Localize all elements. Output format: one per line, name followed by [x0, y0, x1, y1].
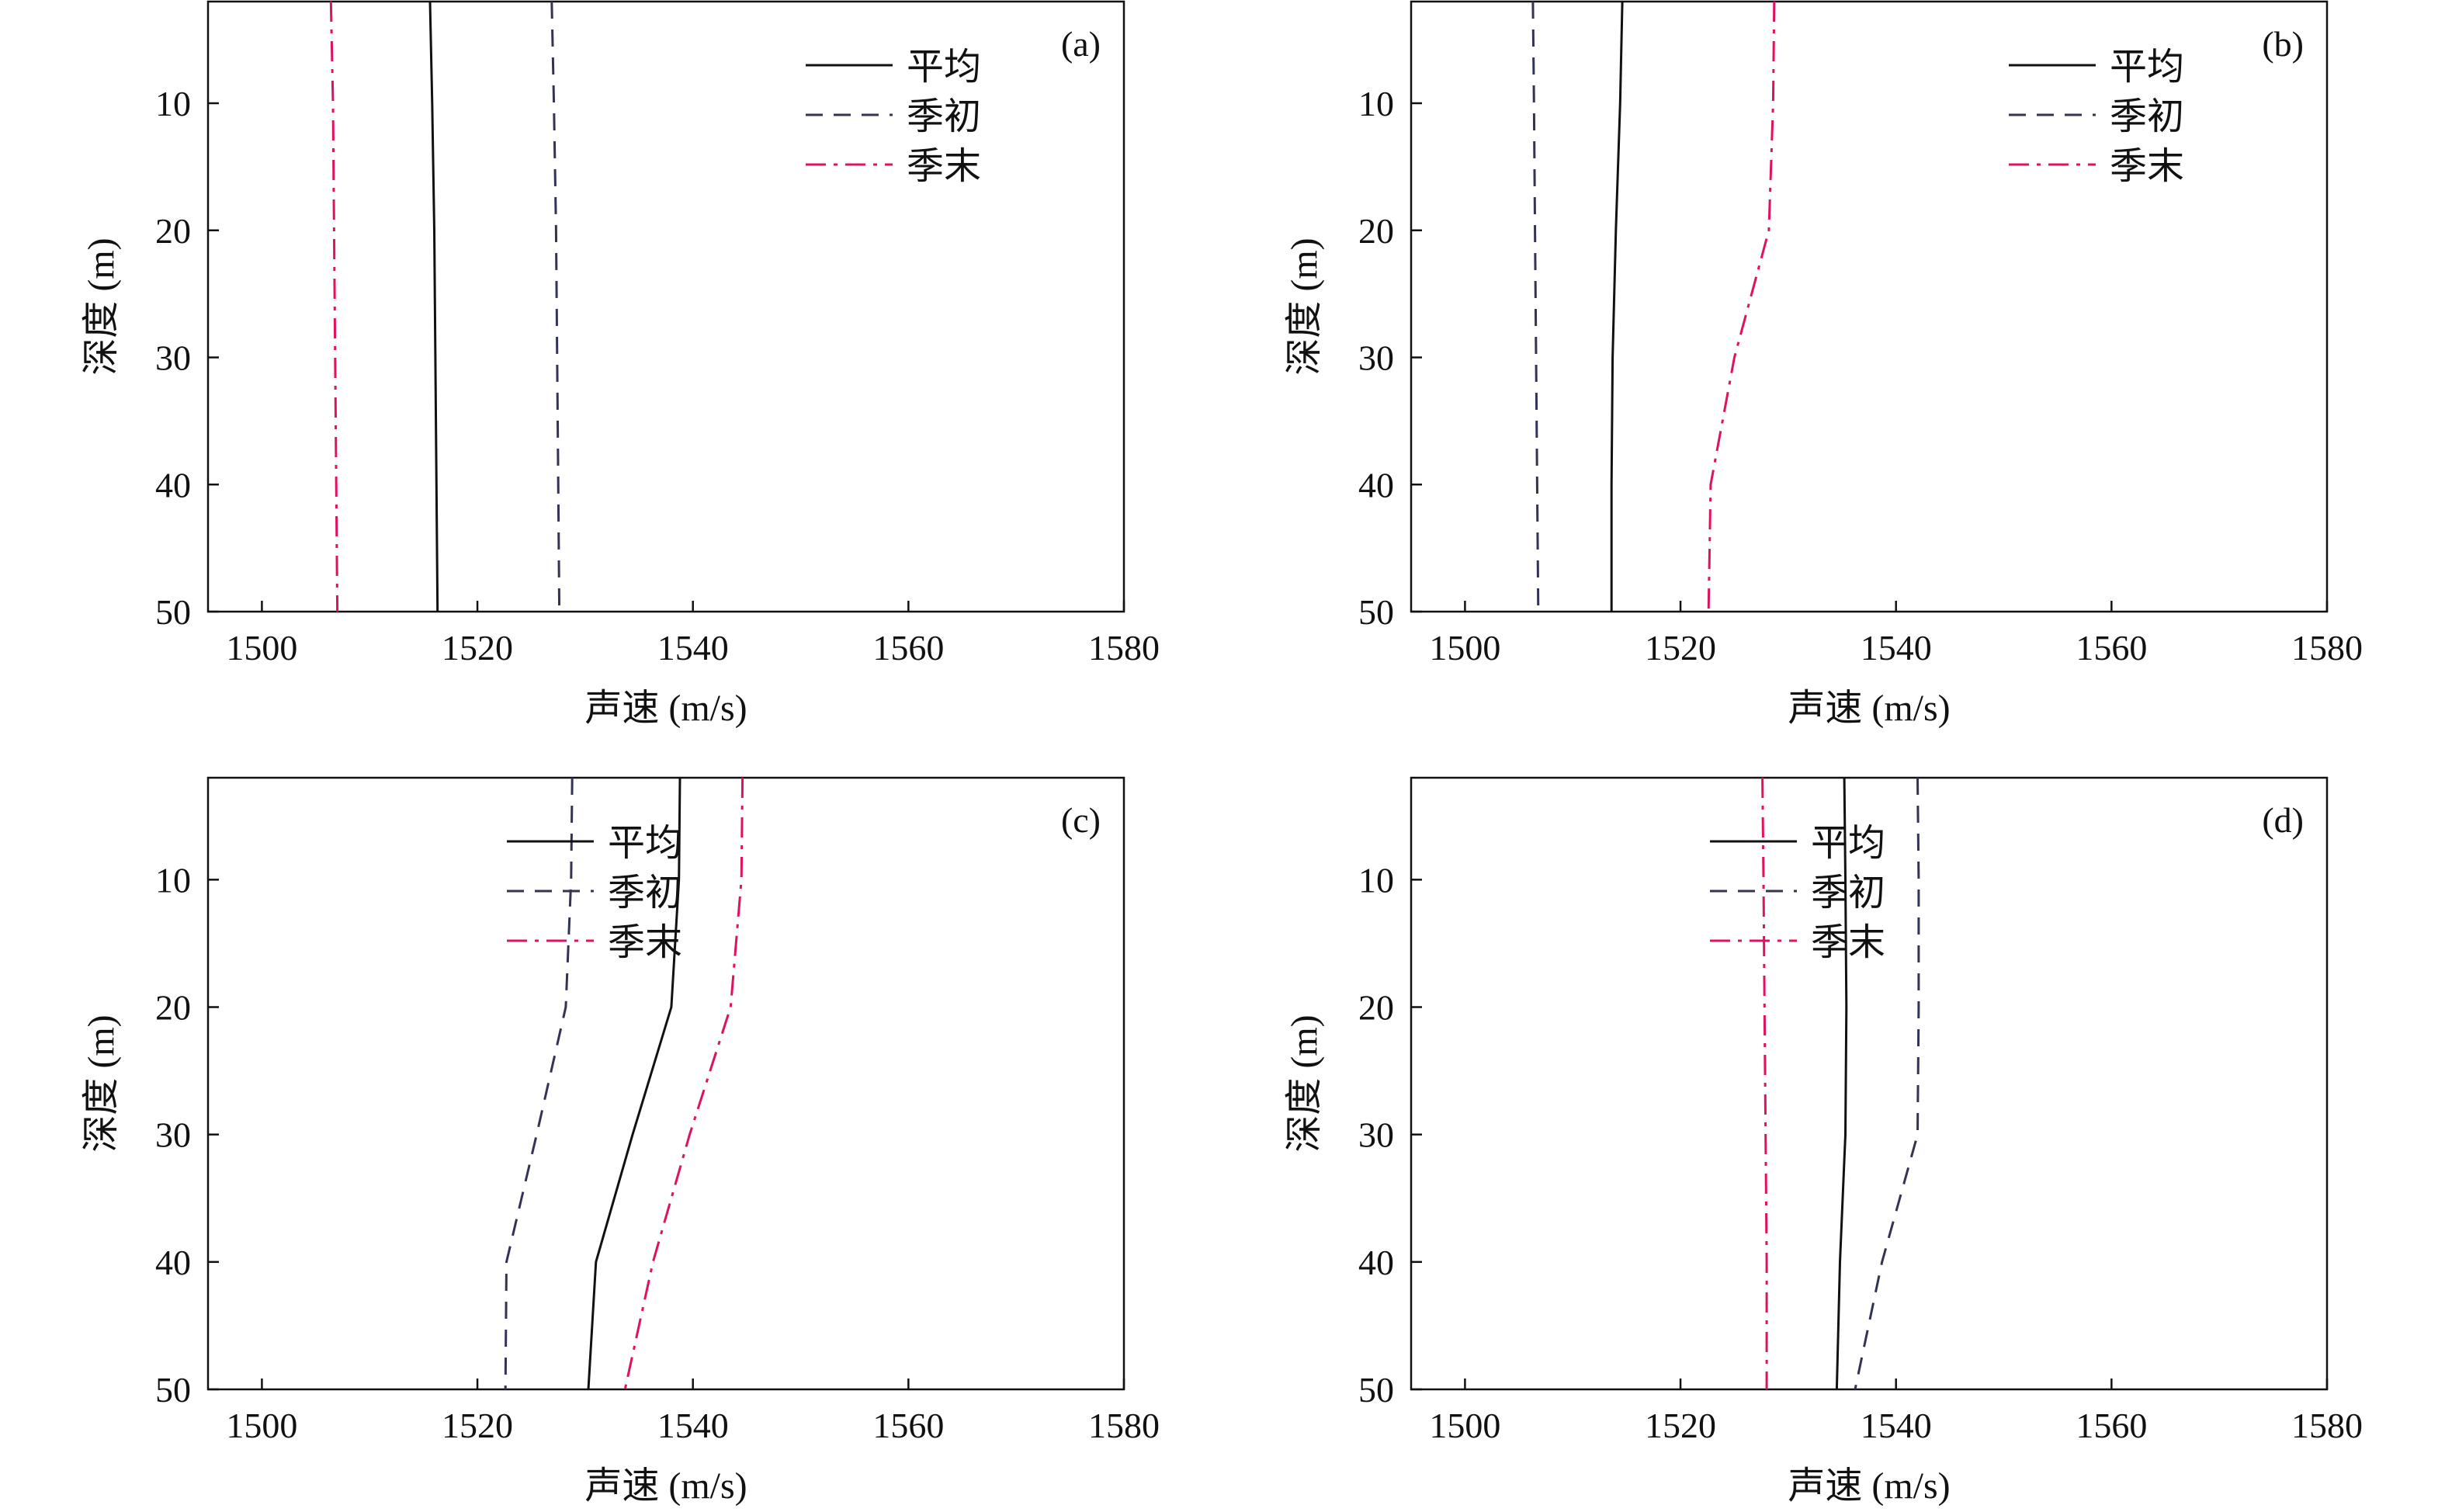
y-tick-label: 40: [155, 1243, 191, 1282]
y-tick-label: 20: [1358, 988, 1394, 1028]
series-line-2: [504, 777, 574, 1390]
x-tick-label: 1520: [1645, 628, 1716, 668]
y-tick-label: 50: [1358, 592, 1394, 632]
y-tick-label: 50: [155, 592, 191, 632]
x-tick-label: 1560: [2076, 1406, 2147, 1445]
legend-label-3: 季末: [2110, 146, 2184, 187]
panel-label: (b): [2262, 24, 2304, 64]
x-tick-label: 1520: [442, 1406, 513, 1445]
x-tick-label: 1500: [1429, 1406, 1500, 1445]
y-tick-label: 20: [155, 211, 191, 251]
y-tick-label: 50: [1358, 1370, 1394, 1410]
panel-a: 1500 1520 1540 1560 1580 10 20 30 40 50 声速 (m/s) 深度…: [81, 0, 1160, 729]
x-tick-label: 1540: [1861, 628, 1932, 668]
x-tick-label: 1500: [226, 1406, 297, 1445]
legend-label-3: 季末: [608, 922, 682, 963]
plot-frame: [1410, 0, 2329, 613]
x-tick-label: 1520: [1645, 1406, 1716, 1445]
x-axis-label: 声速 (m/s): [584, 1465, 747, 1507]
legend-label-3: 季末: [1811, 922, 1885, 963]
legend-label-2: 季初: [1811, 872, 1885, 914]
x-tick-label: 1580: [1088, 628, 1160, 668]
x-axis-label: 声速 (m/s): [1788, 688, 1950, 729]
series-line-3: [623, 777, 744, 1390]
legend-label-2: 季初: [2110, 96, 2184, 137]
legend-label-1: 平均: [907, 47, 981, 88]
x-tick-label: 1580: [2291, 1406, 2363, 1445]
y-tick-label: 40: [1358, 465, 1394, 505]
plot-frame: [1410, 776, 2329, 1391]
y-axis-label: 深度 (m): [81, 1014, 122, 1152]
panel-label: (a): [1061, 24, 1101, 64]
y-tick-label: 50: [155, 1370, 191, 1410]
series-line-2: [1854, 777, 1920, 1390]
series-line-1: [428, 1, 439, 612]
y-axis-label: 深度 (m): [81, 238, 122, 375]
y-tick-label: 40: [1358, 1243, 1394, 1282]
panel-c: 1500 1520 1540 1560 1580 10 20 30 40 50 声速 (m/s) 深度…: [81, 776, 1160, 1507]
legend-label-1: 平均: [608, 823, 682, 864]
y-tick-label: 30: [1358, 338, 1394, 378]
series-line-1: [587, 777, 681, 1390]
panel-label: (c): [1061, 800, 1101, 840]
plot-frame: [206, 0, 1125, 613]
y-tick-label: 10: [155, 84, 191, 123]
y-tick-label: 20: [1358, 211, 1394, 251]
plot-frame: [206, 776, 1125, 1391]
x-tick-label: 1540: [657, 628, 729, 668]
x-tick-label: 1560: [2076, 628, 2147, 668]
panel-b: 1500 1520 1540 1560 1580 10 20 30 40 50 声速 (m/s) 深度…: [1284, 0, 2363, 729]
x-tick-label: 1560: [872, 628, 944, 668]
y-tick-label: 10: [155, 860, 191, 900]
x-tick-label: 1540: [657, 1406, 729, 1445]
legend-label-2: 季初: [907, 96, 981, 137]
x-axis-label: 声速 (m/s): [584, 688, 747, 729]
y-tick-label: 10: [1358, 860, 1394, 900]
series-line-2: [550, 1, 561, 612]
y-axis-label: 深度 (m): [1284, 1014, 1325, 1152]
x-tick-label: 1580: [2291, 628, 2363, 668]
legend-label-1: 平均: [1811, 823, 1885, 864]
panel-label: (d): [2262, 800, 2304, 840]
y-tick-label: 30: [155, 1115, 191, 1155]
x-tick-label: 1500: [226, 628, 297, 668]
legend-label-3: 季末: [907, 146, 981, 187]
series-line-1: [1835, 777, 1848, 1390]
y-tick-label: 40: [155, 465, 191, 505]
x-tick-label: 1540: [1861, 1406, 1932, 1445]
series-line-3: [329, 1, 339, 612]
panel-d: 1500 1520 1540 1560 1580 10 20 30 40 50 声速 (m/s) 深度…: [1284, 776, 2363, 1507]
x-tick-label: 1580: [1088, 1406, 1160, 1445]
series-line-2: [1531, 1, 1540, 612]
x-tick-label: 1560: [872, 1406, 944, 1445]
y-tick-label: 10: [1358, 84, 1394, 123]
series-line-3: [1761, 777, 1768, 1389]
series-line-1: [1610, 1, 1624, 612]
legend-label-2: 季初: [608, 872, 682, 914]
y-tick-label: 30: [1358, 1115, 1394, 1155]
series-line-3: [1707, 1, 1776, 612]
y-tick-label: 20: [155, 988, 191, 1028]
x-tick-label: 1500: [1429, 628, 1500, 668]
y-axis-label: 深度 (m): [1284, 238, 1325, 375]
x-axis-label: 声速 (m/s): [1788, 1465, 1950, 1507]
legend-label-1: 平均: [2110, 47, 2184, 88]
x-tick-label: 1520: [442, 628, 513, 668]
y-tick-label: 30: [155, 338, 191, 378]
